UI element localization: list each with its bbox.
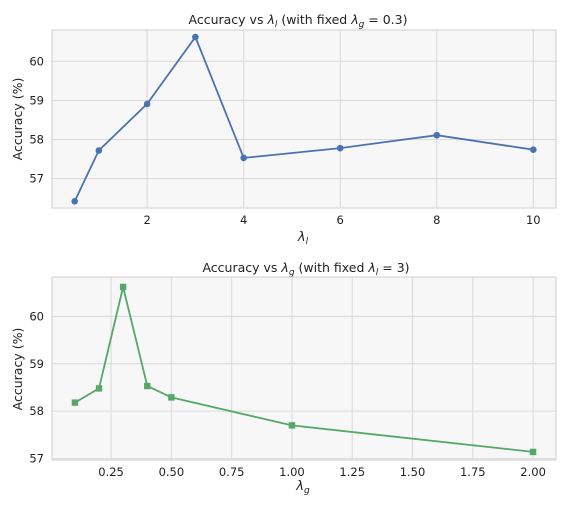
plot-area xyxy=(51,29,557,209)
x-tick-label: 2 xyxy=(143,213,150,227)
data-point xyxy=(288,422,296,429)
x-tick-label: 0.50 xyxy=(159,465,185,479)
x-tick-label: 1.00 xyxy=(279,465,305,479)
x-tick-label: 8 xyxy=(433,213,440,227)
data-point xyxy=(240,154,247,162)
x-tick-labels: 2 4 6 8 10 xyxy=(143,213,540,227)
y-tick-label: 58 xyxy=(29,404,44,418)
x-tick-label: 10 xyxy=(526,213,541,227)
plot-area xyxy=(51,276,557,461)
x-tick-labels: 0.25 0.50 0.75 1.00 1.25 1.50 1.75 2.00 xyxy=(98,465,546,479)
x-tick-label: 2.00 xyxy=(520,465,546,479)
y-tick-label: 58 xyxy=(29,133,44,147)
data-point xyxy=(119,283,127,291)
x-axis-label: λl xyxy=(297,230,309,247)
series xyxy=(71,283,537,456)
y-tick-label: 60 xyxy=(29,54,44,68)
data-point xyxy=(144,382,151,390)
x-axis-label: λg xyxy=(295,479,310,496)
x-tick-label: 6 xyxy=(337,213,344,227)
data-point xyxy=(433,131,441,139)
chart-title: Accuracy vs λg (with fixed λl = 3) xyxy=(202,260,409,278)
x-tick-label: 1.25 xyxy=(339,465,365,479)
x-tick-label: 1.50 xyxy=(400,465,426,479)
gridlines xyxy=(52,277,556,460)
x-tick-label: 1.75 xyxy=(460,465,486,479)
y-axis-label: Accuracy (%) xyxy=(10,78,25,161)
series xyxy=(71,33,537,205)
data-point xyxy=(71,198,78,205)
data-point xyxy=(168,394,175,401)
series-line xyxy=(73,35,534,202)
y-tick-label: 59 xyxy=(29,357,44,371)
y-tick-labels: 57 58 59 60 xyxy=(29,54,44,185)
y-tick-label: 59 xyxy=(29,93,44,107)
chart-lambda-l: Accuracy vs λl (with fixed λg = 0.3) 575… xyxy=(10,12,557,247)
y-tick-label: 57 xyxy=(29,452,44,466)
y-tick-labels: 57 58 59 60 xyxy=(29,309,44,465)
data-point xyxy=(71,399,79,406)
gridlines xyxy=(52,30,556,208)
data-point xyxy=(143,100,151,108)
chart-title: Accuracy vs λl (with fixed λg = 0.3) xyxy=(189,12,408,30)
data-point xyxy=(336,144,344,152)
chart-lambda-g: Accuracy vs λg (with fixed λl = 3) 57585… xyxy=(10,260,557,496)
x-tick-label: 0.25 xyxy=(98,465,124,479)
x-tick-label: 4 xyxy=(240,213,247,227)
data-point xyxy=(530,146,537,154)
data-point xyxy=(529,448,537,456)
data-point xyxy=(95,147,103,154)
y-tick-label: 60 xyxy=(29,309,44,323)
data-point xyxy=(95,385,103,392)
x-tick-label: 0.75 xyxy=(219,465,245,479)
data-point xyxy=(192,33,199,41)
y-tick-label: 57 xyxy=(29,172,44,186)
y-axis-label: Accuracy (%) xyxy=(10,328,25,411)
